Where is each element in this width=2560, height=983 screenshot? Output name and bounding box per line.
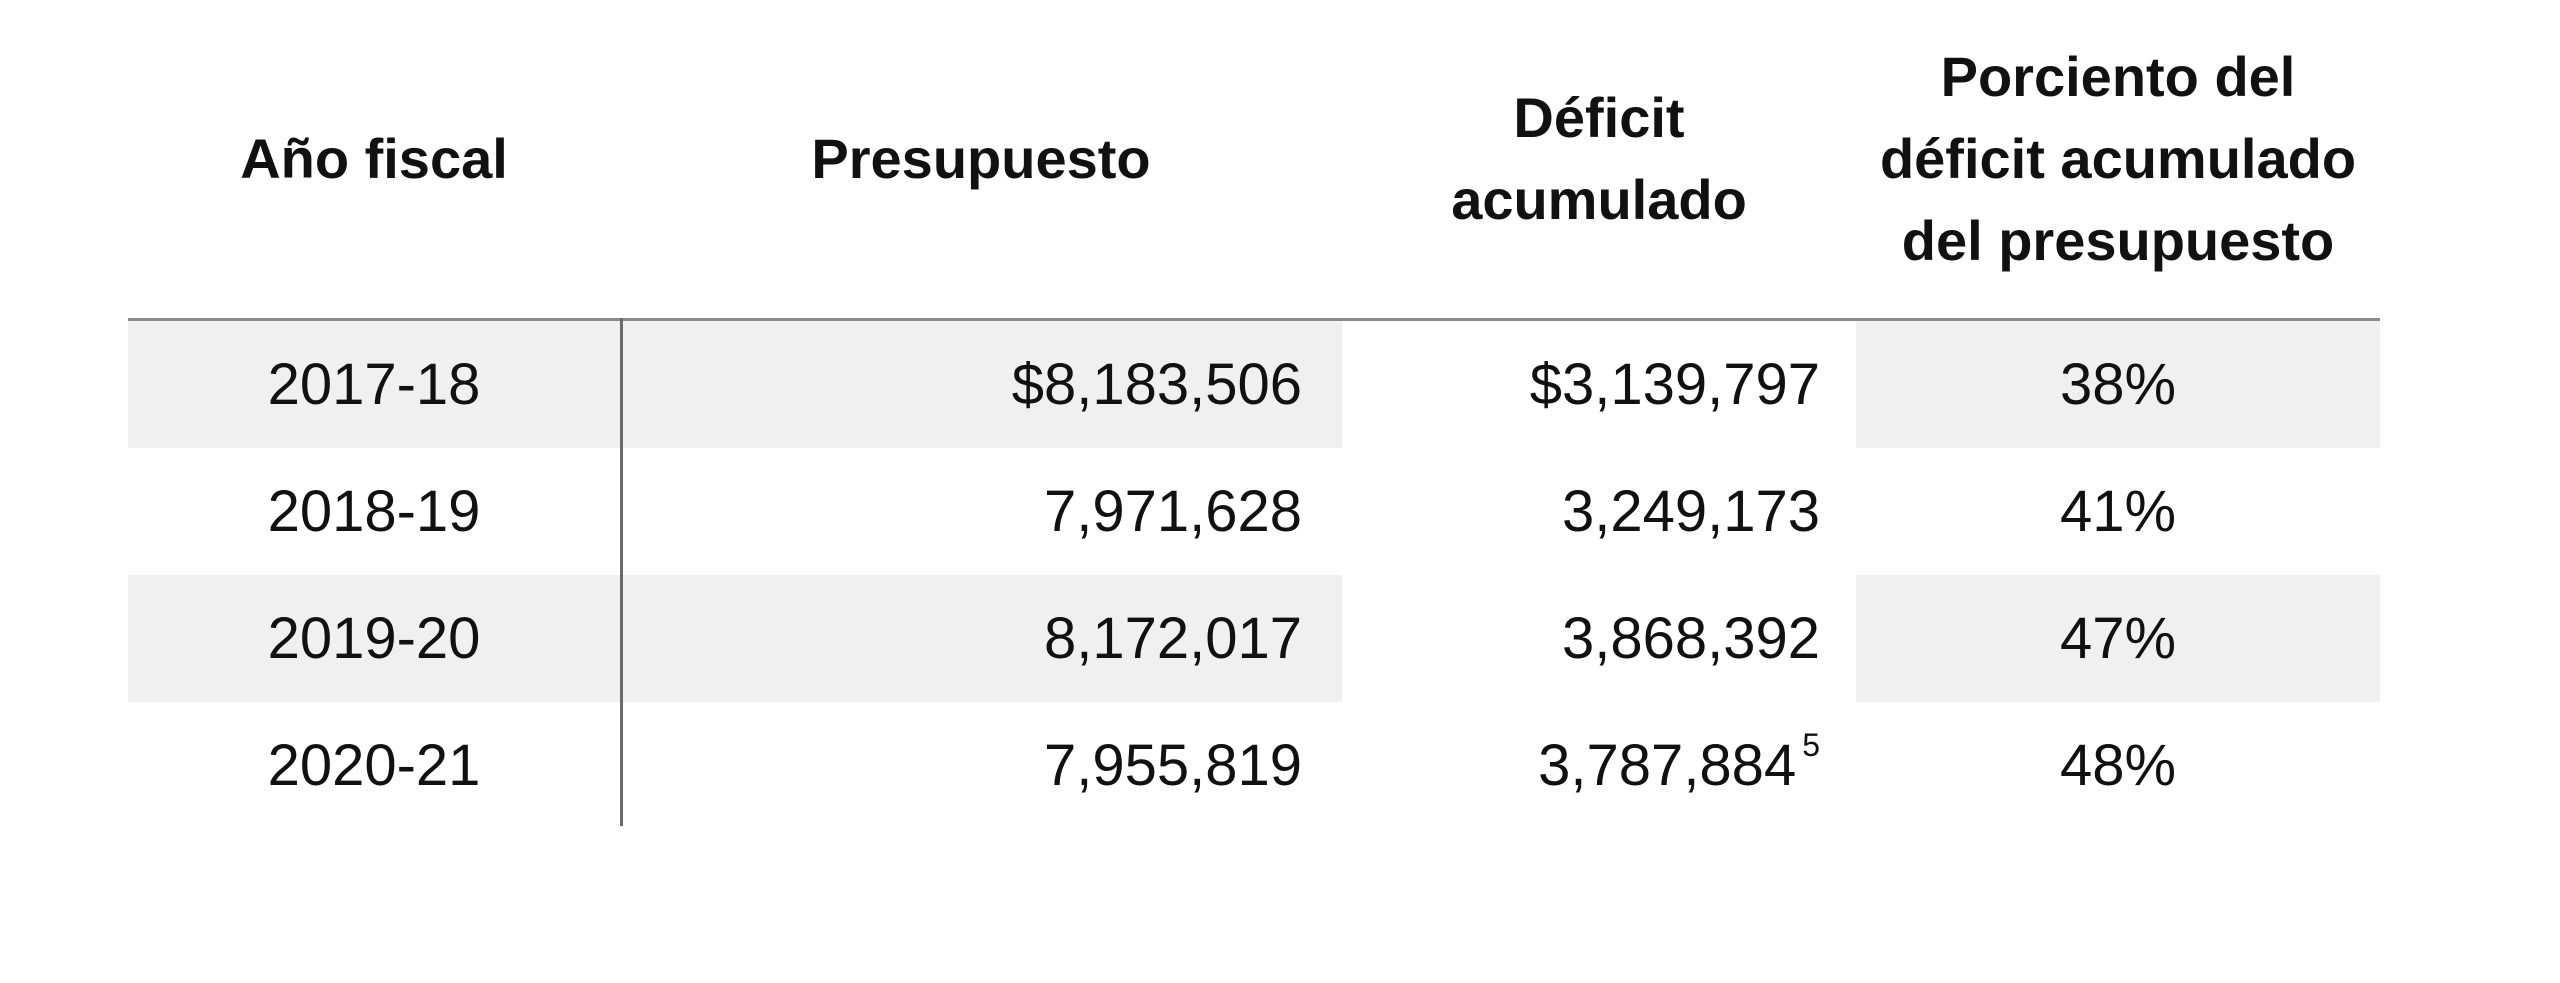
cell-year: 2020-21 bbox=[267, 733, 481, 798]
cell-deficit: 3,249,173 bbox=[1561, 479, 1820, 544]
table-row: 2018-19 7,971,628 3,249,173 41% bbox=[128, 448, 2380, 575]
cell-budget: $8,183,506 bbox=[620, 321, 1342, 448]
header-budget: Presupuesto bbox=[811, 127, 1151, 190]
cell-budget: 8,172,017 bbox=[620, 575, 1342, 702]
table-row: 2017-18 $8,183,506 $3,139,797 38% bbox=[128, 321, 2380, 448]
cell-deficit: 3,787,884 5 bbox=[1538, 727, 1820, 798]
cell-year: 2017-18 bbox=[128, 321, 620, 448]
cell-deficit: 3,868,392 bbox=[1342, 575, 1856, 702]
header-percent: Porciento del déficit acumulado del pres… bbox=[1879, 45, 2357, 272]
cell-deficit: $3,139,797 bbox=[1342, 321, 1856, 448]
footnote-marker: 5 bbox=[1802, 727, 1820, 763]
cell-percent: 48% bbox=[2059, 733, 2177, 798]
table-row: 2020-21 7,955,819 3,787,884 5 48% bbox=[128, 702, 2380, 829]
column-divider bbox=[620, 318, 623, 826]
cell-percent: 38% bbox=[1856, 321, 2380, 448]
deficit-table: Año fiscal Presupuesto Déficit acumulado… bbox=[128, 0, 2380, 829]
cell-budget: 7,955,819 bbox=[1043, 733, 1302, 798]
header-year: Año fiscal bbox=[240, 127, 508, 190]
cell-year: 2018-19 bbox=[267, 479, 481, 544]
cell-year: 2019-20 bbox=[128, 575, 620, 702]
cell-percent: 41% bbox=[2059, 479, 2177, 544]
cell-budget: 7,971,628 bbox=[1043, 479, 1302, 544]
cell-percent: 47% bbox=[1856, 575, 2380, 702]
table-header: Año fiscal Presupuesto Déficit acumulado… bbox=[128, 0, 2380, 321]
table-row: 2019-20 8,172,017 3,868,392 47% bbox=[128, 575, 2380, 702]
header-deficit: Déficit acumulado bbox=[1451, 86, 1747, 231]
